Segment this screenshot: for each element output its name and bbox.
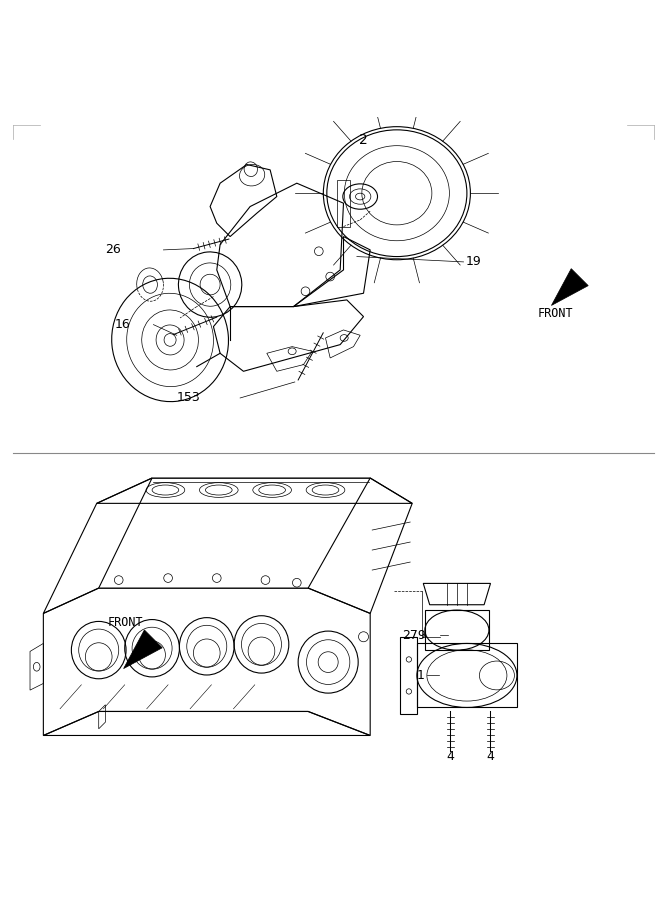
Text: 4: 4 [486, 751, 494, 763]
Text: 153: 153 [177, 392, 201, 404]
Text: 2: 2 [359, 133, 368, 147]
Text: 4: 4 [446, 751, 454, 763]
Polygon shape [123, 630, 162, 669]
Text: 1: 1 [416, 669, 424, 682]
Polygon shape [552, 269, 588, 305]
Text: FRONT: FRONT [107, 616, 143, 628]
Text: 16: 16 [115, 318, 131, 331]
Text: FRONT: FRONT [537, 307, 573, 320]
Text: 26: 26 [105, 243, 121, 256]
Text: 19: 19 [466, 256, 482, 268]
Text: 279: 279 [402, 629, 426, 642]
